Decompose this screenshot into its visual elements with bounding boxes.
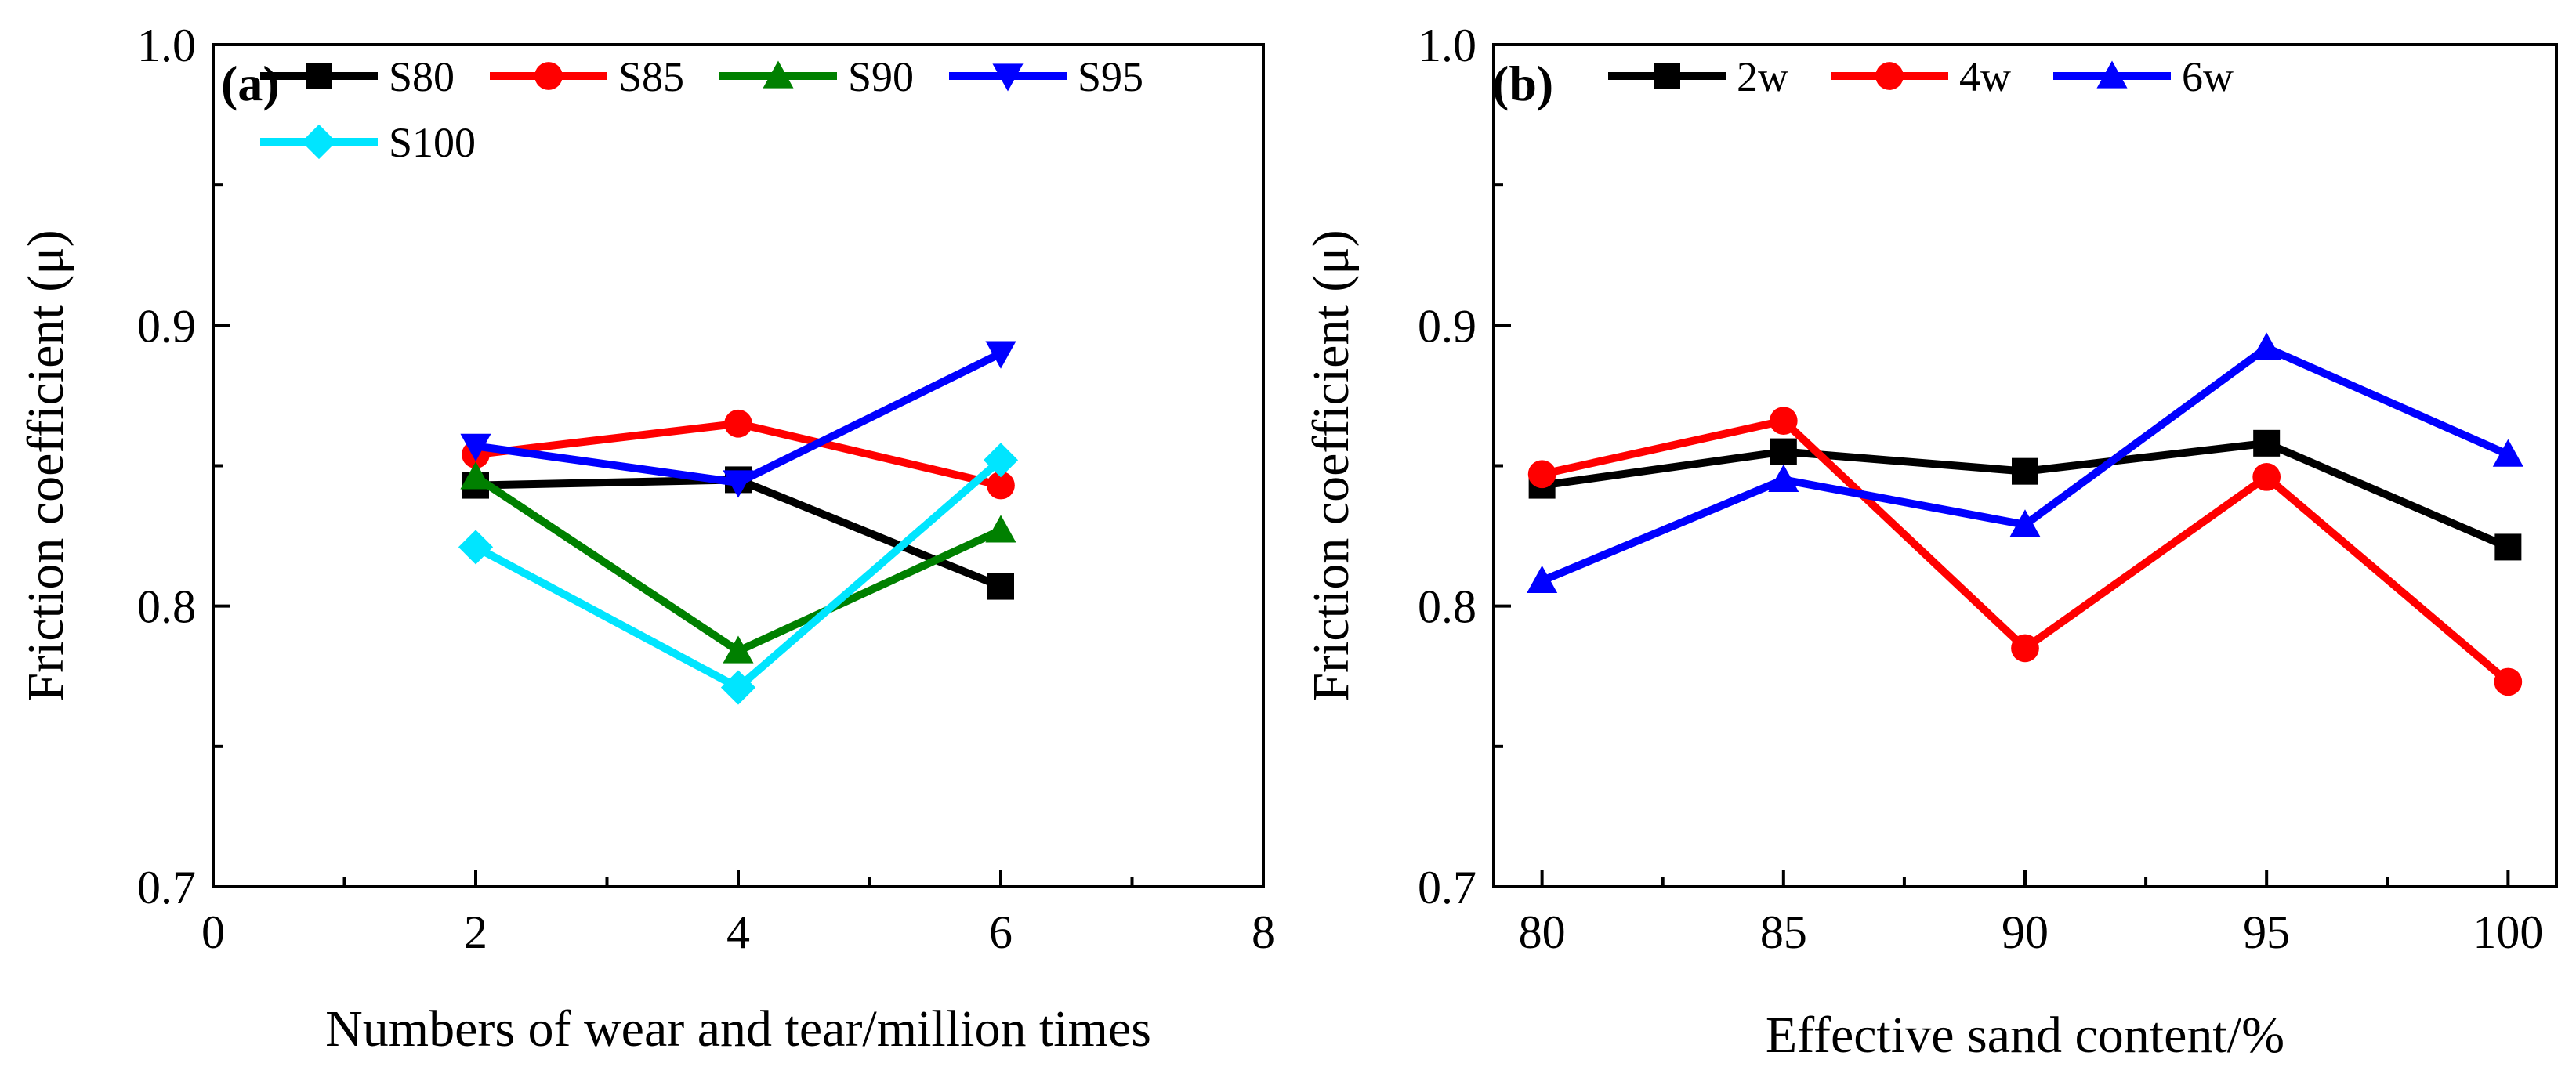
x-tick-label: 95 bbox=[2243, 906, 2290, 958]
y-tick-label: 0.7 bbox=[1418, 862, 1476, 913]
x-tick-label: 8 bbox=[1252, 906, 1275, 958]
data-point-s85 bbox=[724, 409, 752, 438]
data-point-s90 bbox=[985, 515, 1016, 543]
legend-label: S80 bbox=[389, 53, 455, 100]
legend-swatch-marker bbox=[534, 62, 563, 90]
legend: S80 S85 S90 S95 S100 bbox=[260, 53, 1143, 166]
x-tick-label: 85 bbox=[1760, 906, 1807, 958]
data-point-s100 bbox=[458, 530, 494, 565]
legend-label: S95 bbox=[1078, 53, 1143, 100]
legend-swatch-marker bbox=[1875, 62, 1904, 90]
data-point-4w bbox=[2252, 462, 2281, 491]
x-tick-label: 80 bbox=[1519, 906, 1566, 958]
data-point-s90 bbox=[723, 635, 754, 664]
y-tick-label: 0.8 bbox=[137, 581, 196, 633]
plot-frame bbox=[212, 43, 1265, 888]
panel-label: (a) bbox=[221, 56, 280, 111]
data-point-s95 bbox=[460, 433, 491, 461]
legend-label: 2w bbox=[1737, 53, 1788, 100]
data-point-4w bbox=[1527, 460, 1556, 489]
data-point-6w bbox=[1527, 565, 1558, 594]
legend-label: S85 bbox=[618, 53, 684, 100]
data-point-s80 bbox=[987, 573, 1014, 600]
x-tick-label: 6 bbox=[989, 906, 1013, 958]
legend-label: 4w bbox=[1959, 53, 2011, 100]
data-point-s100 bbox=[720, 670, 756, 705]
y-tick-label: 1.0 bbox=[1418, 20, 1476, 71]
data-point-s85 bbox=[987, 471, 1015, 500]
legend: 2w 4w 6w bbox=[1608, 53, 2234, 100]
x-tick-label: 100 bbox=[2473, 906, 2543, 958]
legend-label: S100 bbox=[389, 119, 476, 166]
data-point-4w bbox=[2494, 667, 2523, 696]
series-line-s90 bbox=[473, 473, 1003, 655]
panel-label: (b) bbox=[1492, 56, 1553, 111]
legend-swatch-marker bbox=[992, 63, 1024, 92]
data-point-2w bbox=[2494, 533, 2522, 561]
legend-swatch-marker bbox=[2096, 60, 2128, 89]
data-point-6w bbox=[1768, 464, 1799, 493]
data-point-2w bbox=[2012, 457, 2038, 485]
x-tick-label: 4 bbox=[726, 906, 750, 958]
data-point-6w bbox=[2492, 439, 2523, 467]
data-point-2w bbox=[2253, 429, 2281, 457]
y-tick-label: 0.7 bbox=[137, 862, 196, 913]
panel-b: 0.7 0.8 0.9 1.0 80 85 90 95 100 Effective sand co… bbox=[1302, 20, 2558, 1064]
legend-label: S90 bbox=[848, 53, 914, 100]
y-axis-title: Friction coefficient (μ) bbox=[1302, 230, 1360, 701]
data-point-s100 bbox=[983, 443, 1019, 478]
data-point-s90 bbox=[460, 461, 491, 490]
y-tick-label: 0.9 bbox=[1418, 300, 1476, 352]
data-point-2w bbox=[1770, 438, 1797, 465]
data-point-6w bbox=[2009, 509, 2041, 537]
legend-swatch-marker bbox=[763, 60, 794, 89]
legend-swatch-marker bbox=[301, 124, 337, 160]
legend-swatch-marker bbox=[306, 63, 332, 89]
panel-a: 0.7 0.8 0.9 1.0 0 2 4 6 8 Numbers of wear and tea… bbox=[17, 20, 1275, 1058]
data-point-4w bbox=[2011, 634, 2039, 663]
data-point-s95 bbox=[723, 470, 754, 498]
y-tick-label: 0.9 bbox=[137, 300, 196, 352]
x-tick-label: 0 bbox=[201, 906, 225, 958]
y-axis-title: Friction coefficient (μ) bbox=[17, 230, 74, 701]
data-point-6w bbox=[2251, 332, 2282, 360]
y-tick-label: 1.0 bbox=[137, 20, 196, 71]
x-tick-label: 90 bbox=[2002, 906, 2049, 958]
data-point-4w bbox=[1769, 407, 1798, 436]
data-point-s95 bbox=[985, 341, 1016, 369]
x-axis-title: Numbers of wear and tear/million times bbox=[325, 1000, 1151, 1058]
x-tick-label: 2 bbox=[464, 906, 487, 958]
y-tick-label: 0.8 bbox=[1418, 581, 1476, 633]
x-axis-title: Effective sand content/% bbox=[1766, 1007, 2284, 1064]
legend-label: 6w bbox=[2182, 53, 2234, 100]
legend-swatch-marker bbox=[1654, 63, 1680, 89]
